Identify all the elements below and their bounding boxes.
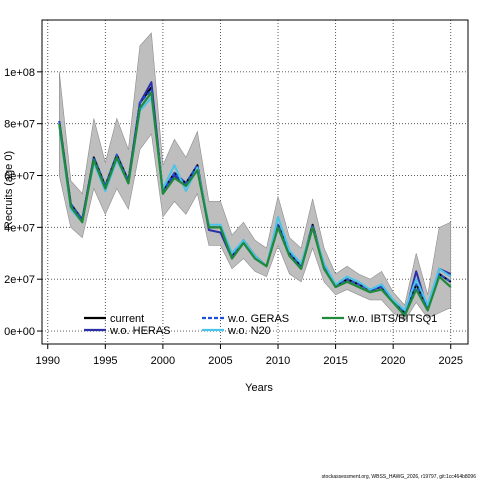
x-tick-label: 2010	[266, 355, 290, 367]
y-tick-label: 1e+08	[4, 67, 35, 79]
y-axis: 0e+00 2e+07 4e+07 6e+07 8e+07 1e+08	[4, 67, 42, 338]
x-axis-label: Years	[245, 382, 273, 394]
y-tick-label: 0e+00	[4, 326, 35, 338]
confidence-band	[59, 32, 451, 322]
y-tick-label: 8e+07	[4, 119, 35, 131]
legend-label: w.o. HERAS	[109, 325, 171, 337]
x-tick-label: 1995	[93, 355, 117, 367]
x-tick-label: 2020	[381, 355, 405, 367]
confidence-band-area	[59, 32, 451, 322]
y-tick-label: 2e+07	[4, 274, 35, 286]
x-tick-label: 2025	[438, 355, 462, 367]
y-axis-label: Recruits (age 0)	[3, 151, 15, 229]
legend-label: w.o. IBTS/BITSQ1	[347, 313, 437, 325]
legend-label: w.o. N20	[227, 325, 271, 337]
series-lines	[58, 81, 452, 317]
x-axis: 1990 1995 2000 2005 2010 2015 2020 2025	[36, 343, 463, 367]
y-tick-label: 6e+07	[4, 171, 35, 183]
x-tick-label: 2005	[208, 355, 232, 367]
y-tick-label: 4e+07	[4, 222, 35, 234]
x-tick-label: 1990	[36, 355, 60, 367]
x-tick-label: 2015	[323, 355, 347, 367]
series-line-4	[58, 91, 452, 317]
legend-label: w.o. GERAS	[227, 313, 289, 325]
footer-credit: stockassessment.org, WBSS_HAWG_2026, r19…	[322, 474, 477, 480]
x-tick-label: 2000	[151, 355, 175, 367]
legend-label: current	[110, 313, 144, 325]
